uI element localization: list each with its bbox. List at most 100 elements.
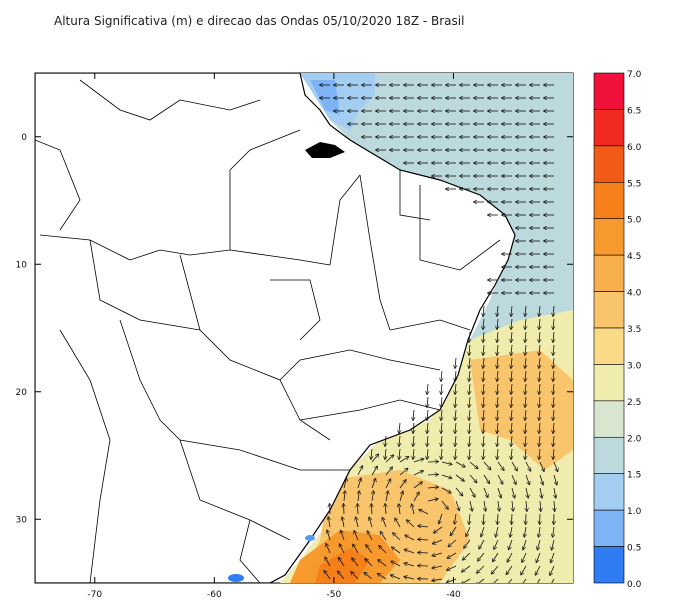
wave-arrow — [540, 500, 541, 511]
wave-arrow — [526, 500, 527, 511]
wave-arrow — [418, 553, 429, 554]
wave-arrow — [525, 344, 526, 355]
map-title: Altura Significativa (m) e direcao das O… — [54, 14, 465, 28]
wave-arrow — [441, 461, 452, 464]
wave-arrow — [511, 474, 516, 484]
colorbar-label: 5.5 — [627, 179, 641, 189]
wave-arrow — [371, 466, 377, 476]
wave-arrow — [553, 370, 554, 381]
colorbar-label: 4.0 — [627, 289, 642, 299]
colorbar-segment — [593, 109, 625, 147]
wave-arrow — [506, 578, 513, 583]
lat-tick-label: 30 — [16, 515, 28, 525]
wave-arrow — [356, 517, 359, 528]
wave-arrow — [441, 383, 442, 394]
lon-tick-label: -40 — [446, 590, 461, 600]
wave-arrow — [484, 500, 486, 511]
colorbar-label: 1.0 — [627, 507, 642, 517]
colorbar-label: 3.0 — [627, 361, 642, 371]
wave-arrow — [455, 409, 456, 420]
wave-arrow — [469, 383, 470, 394]
wave-arrow — [469, 435, 470, 446]
wave-arrow — [537, 539, 541, 550]
wave-arrow — [391, 561, 401, 567]
wave-arrow — [511, 331, 512, 342]
wave-arrow — [539, 331, 540, 342]
wave-arrow — [351, 572, 359, 580]
wave-arrow — [540, 487, 542, 498]
border-lines — [35, 79, 501, 583]
wave-arrow — [512, 500, 513, 511]
colorbar-label: 0.5 — [627, 544, 641, 554]
colorbar-segment — [593, 181, 625, 220]
wave-arrow — [539, 422, 540, 433]
wave-arrow — [551, 552, 555, 562]
wave-arrow — [385, 504, 386, 515]
wave-arrow — [521, 565, 527, 575]
wave-arrow — [539, 526, 541, 537]
wave-arrow — [469, 409, 470, 420]
wave-arrow — [539, 383, 540, 394]
wave-arrow — [380, 532, 387, 541]
wave-arrow — [455, 500, 459, 510]
wave-arrow — [497, 461, 504, 470]
wave-arrow — [537, 578, 541, 583]
wave-arrow — [399, 448, 400, 459]
wave-arrow — [378, 560, 387, 567]
wave-arrow — [539, 344, 540, 355]
wave-arrow — [357, 504, 358, 515]
wave-arrow — [552, 539, 555, 550]
wave-arrow — [469, 331, 470, 342]
colorbar-label: 4.5 — [627, 252, 641, 262]
wave-arrow — [404, 577, 415, 580]
wave-arrow — [364, 573, 373, 580]
lat-tick-label: 0 — [21, 133, 27, 143]
wave-arrow — [405, 535, 415, 541]
wave-arrow — [539, 448, 540, 459]
wave-arrow — [553, 435, 554, 446]
wave-arrow — [498, 500, 499, 511]
wave-arrow — [497, 487, 501, 498]
wave-arrow — [353, 544, 359, 554]
wave-arrow — [512, 513, 513, 524]
wave-arrow — [536, 565, 541, 575]
wave-arrow — [483, 461, 491, 470]
nearshore-low-2 — [310, 80, 340, 115]
wave-arrow — [525, 461, 531, 471]
wave-arrow — [339, 558, 345, 567]
wave-arrow — [553, 526, 554, 537]
wave-arrow — [511, 409, 512, 420]
colorbar-segment — [593, 436, 625, 475]
colorbar-segment — [593, 364, 625, 402]
wave-arrow — [371, 454, 378, 463]
wave-arrow — [469, 396, 470, 407]
lagoon — [228, 574, 244, 582]
wave-arrow — [511, 383, 512, 394]
wave-arrow — [497, 357, 498, 368]
wave-arrow — [525, 474, 529, 484]
wave-arrow — [343, 478, 347, 489]
wave-arrow — [553, 409, 554, 420]
wave-arrow — [483, 370, 484, 381]
wave-arrow — [483, 357, 484, 368]
wave-arrow — [478, 552, 485, 561]
wave-arrow — [378, 574, 387, 580]
axis-ticks — [35, 73, 573, 583]
wave-direction-arrows — [320, 85, 558, 583]
wave-arrow — [525, 357, 526, 368]
wave-arrow — [434, 526, 443, 533]
wave-arrow — [553, 422, 554, 433]
wave-arrow — [399, 491, 403, 502]
wave-arrow — [523, 539, 527, 550]
wave-arrow — [464, 539, 471, 548]
wave-arrow — [553, 448, 554, 459]
wave-arrow — [481, 526, 485, 537]
wave-arrow — [497, 422, 498, 433]
wave-arrow — [553, 318, 554, 329]
wave-arrow — [511, 422, 512, 433]
wave-arrow — [455, 396, 456, 407]
wave-arrow — [427, 487, 438, 488]
colorbar-label: 6.5 — [627, 106, 641, 116]
colorbar-label: 1.5 — [627, 471, 641, 481]
wave-arrow — [492, 565, 499, 574]
